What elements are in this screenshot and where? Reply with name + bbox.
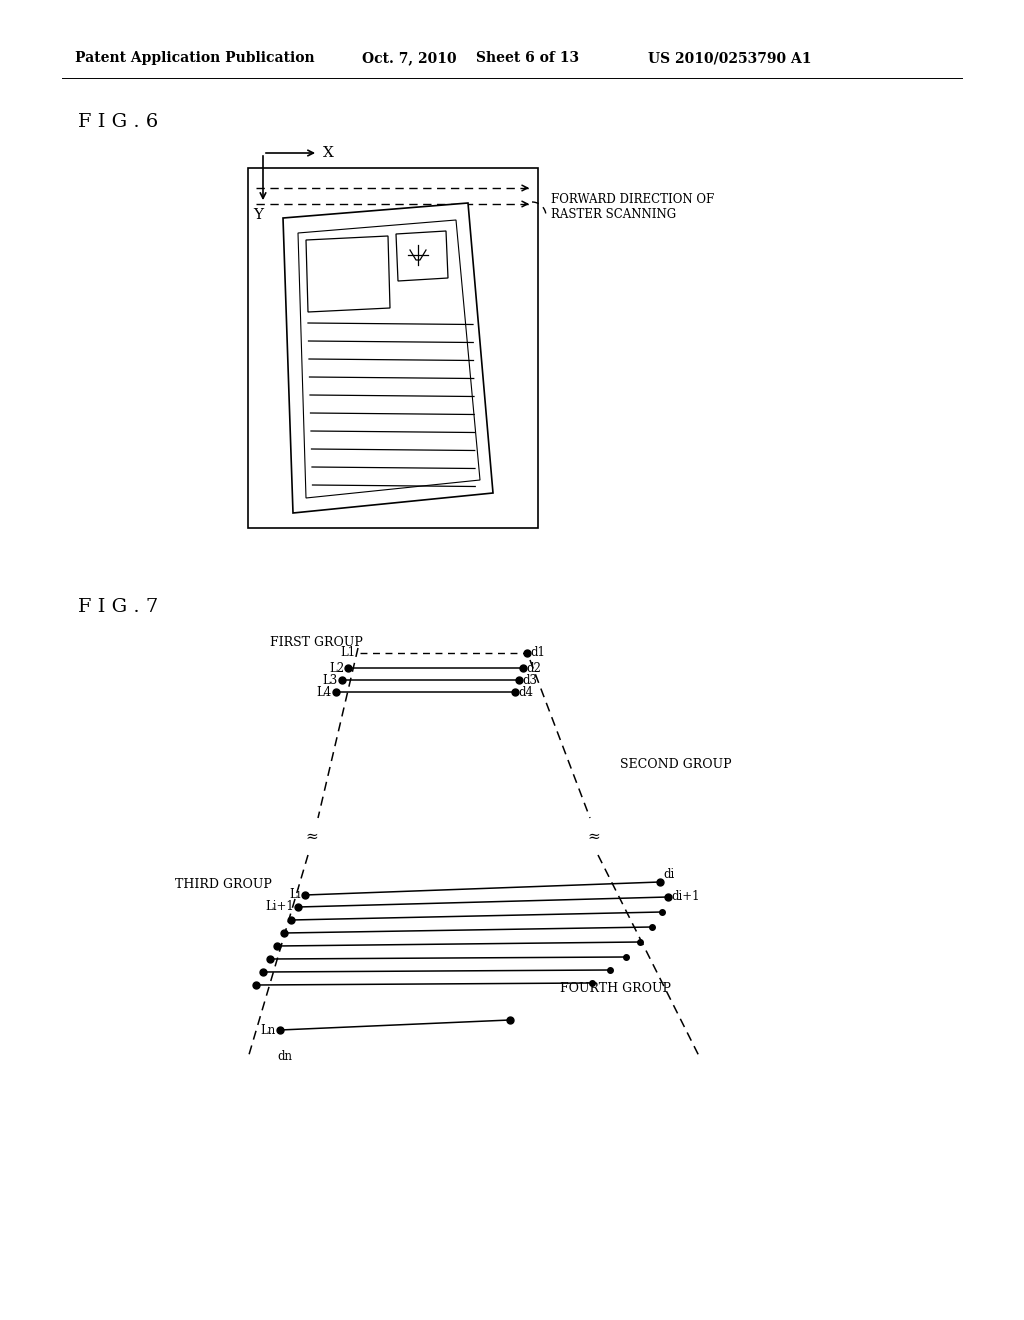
Text: RASTER SCANNING: RASTER SCANNING bbox=[551, 209, 676, 220]
Text: FORWARD DIRECTION OF: FORWARD DIRECTION OF bbox=[551, 193, 715, 206]
Text: US 2010/0253790 A1: US 2010/0253790 A1 bbox=[648, 51, 811, 65]
Text: Ln: Ln bbox=[261, 1023, 276, 1036]
Polygon shape bbox=[283, 203, 493, 513]
Text: dn: dn bbox=[278, 1049, 293, 1063]
Text: F I G . 7: F I G . 7 bbox=[78, 598, 159, 616]
Text: ≈: ≈ bbox=[588, 830, 600, 843]
Polygon shape bbox=[306, 236, 390, 312]
Polygon shape bbox=[396, 231, 449, 281]
Text: d3: d3 bbox=[522, 673, 537, 686]
Text: di+1: di+1 bbox=[671, 891, 699, 903]
Text: ≈: ≈ bbox=[305, 830, 318, 843]
Text: Patent Application Publication: Patent Application Publication bbox=[75, 51, 314, 65]
Text: d4: d4 bbox=[518, 685, 534, 698]
Text: L3: L3 bbox=[323, 673, 338, 686]
Text: X: X bbox=[323, 147, 334, 160]
Text: di: di bbox=[663, 867, 674, 880]
Text: Oct. 7, 2010: Oct. 7, 2010 bbox=[362, 51, 457, 65]
Text: L2: L2 bbox=[329, 661, 344, 675]
Text: Li: Li bbox=[290, 888, 301, 902]
Bar bbox=[248, 168, 538, 528]
Text: Sheet 6 of 13: Sheet 6 of 13 bbox=[476, 51, 580, 65]
Text: THIRD GROUP: THIRD GROUP bbox=[175, 878, 272, 891]
Text: Li+1: Li+1 bbox=[265, 900, 294, 913]
Text: d2: d2 bbox=[526, 661, 541, 675]
Text: L1: L1 bbox=[340, 647, 355, 660]
Text: d1: d1 bbox=[530, 647, 545, 660]
Text: L4: L4 bbox=[316, 685, 332, 698]
Text: F I G . 6: F I G . 6 bbox=[78, 114, 159, 131]
Text: SECOND GROUP: SECOND GROUP bbox=[620, 758, 731, 771]
Text: Y: Y bbox=[253, 209, 263, 222]
Text: FIRST GROUP: FIRST GROUP bbox=[270, 636, 362, 649]
Text: FOURTH GROUP: FOURTH GROUP bbox=[560, 982, 671, 995]
